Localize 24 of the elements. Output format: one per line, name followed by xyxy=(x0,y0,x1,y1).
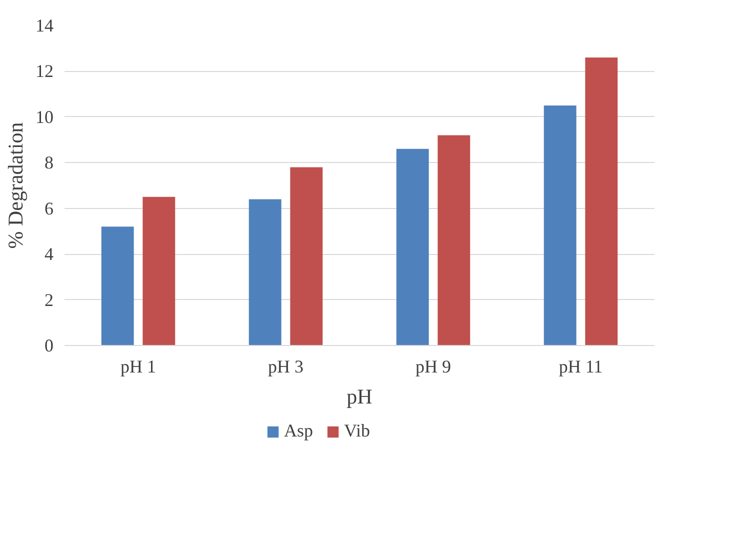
y-tick-label: 4 xyxy=(44,244,54,264)
y-axis-title: % Degradation xyxy=(4,122,28,249)
x-tick-label: pH 11 xyxy=(558,356,603,376)
y-tick-label: 14 xyxy=(36,16,54,36)
legend-label: Asp xyxy=(284,420,314,442)
y-tick-label: 8 xyxy=(44,152,54,173)
x-tick-label: pH 9 xyxy=(416,356,451,376)
bar xyxy=(101,226,134,346)
bar xyxy=(290,167,323,346)
y-tick-label: 10 xyxy=(36,106,54,127)
legend-label: Vib xyxy=(344,420,370,442)
bar xyxy=(438,135,470,346)
y-tick-label: 12 xyxy=(36,61,54,82)
x-tick-label: pH 3 xyxy=(268,356,304,376)
x-tick-label: pH 1 xyxy=(120,356,156,376)
bar xyxy=(142,196,176,346)
bar xyxy=(544,106,576,346)
y-tick-label: 6 xyxy=(44,198,54,218)
y-tick-label: 0 xyxy=(44,336,54,356)
bar xyxy=(248,199,282,346)
bar xyxy=(396,148,429,346)
y-tick-label: 2 xyxy=(44,290,54,310)
bar xyxy=(585,58,618,346)
x-axis-title: pH xyxy=(346,384,372,408)
